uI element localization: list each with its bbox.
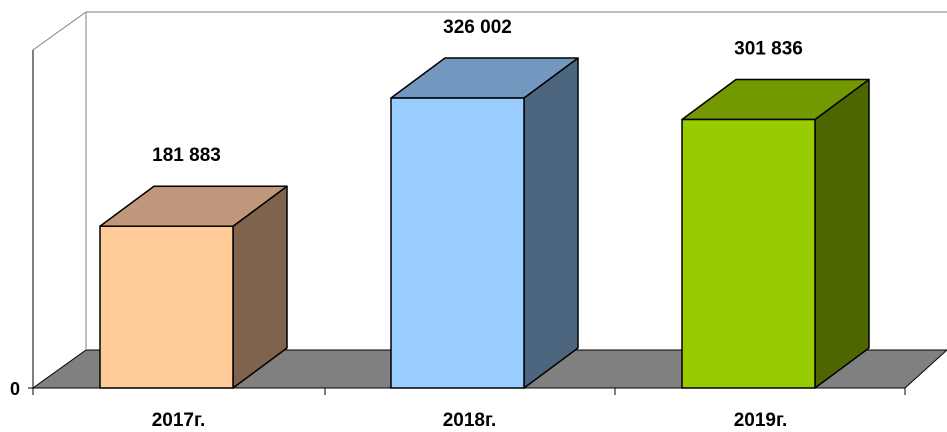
side-wall-top-edge	[32, 11, 87, 51]
bar-front	[681, 118, 816, 389]
bar-front	[390, 97, 525, 389]
bar-side	[814, 78, 870, 389]
x-tick-label: 2017г.	[152, 410, 206, 431]
y-tick-label: 0	[10, 379, 20, 399]
labels-group: 181 883 2017г. 326 002 2018г. 301 836 2019г.	[152, 17, 803, 431]
data-label: 301 836	[734, 39, 803, 60]
data-label: 326 002	[443, 17, 512, 38]
bar-side	[523, 57, 579, 389]
bar	[681, 78, 870, 389]
bar	[99, 185, 288, 389]
data-label: 181 883	[152, 145, 221, 166]
bars-group	[99, 57, 870, 389]
x-tick-label: 2018г.	[443, 410, 497, 431]
x-tick-label: 2019г.	[734, 410, 788, 431]
bar	[390, 57, 579, 389]
bar-front	[99, 225, 234, 389]
